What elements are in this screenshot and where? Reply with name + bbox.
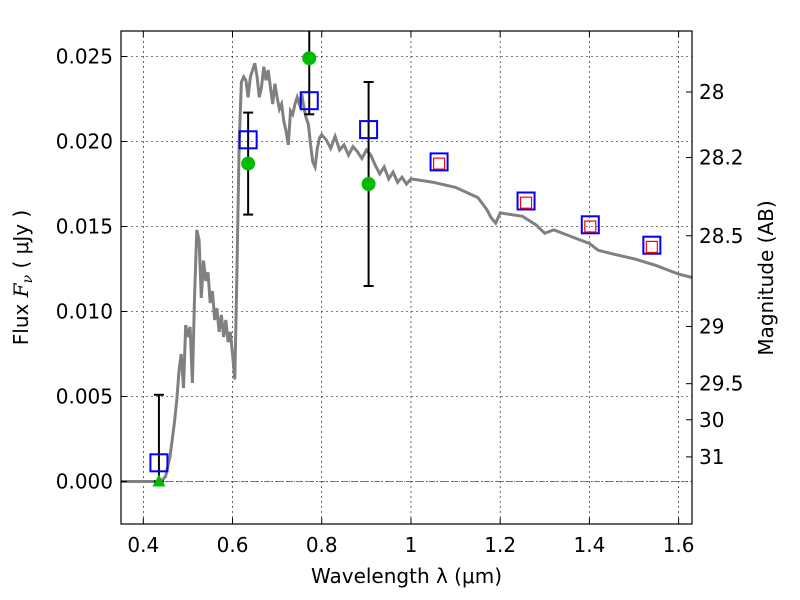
magnitude-tick-label: 30 <box>699 408 724 432</box>
predicted-flux-square <box>519 196 533 209</box>
model-photometry-square <box>359 120 379 140</box>
observed-flux-point <box>361 177 376 191</box>
model-photometry-square <box>149 453 169 473</box>
model-spectrum-line <box>121 62 693 483</box>
y-tick-label: 0.025 <box>56 45 113 69</box>
x-tick-label: 0.4 <box>127 533 159 557</box>
plot-frame <box>120 30 693 525</box>
upper-limit-triangle <box>152 474 166 487</box>
y-tick-label: 0.005 <box>56 385 113 409</box>
magnitude-tick-label: 29 <box>699 314 724 338</box>
magnitude-tick-label: 28.5 <box>699 224 744 248</box>
magnitude-axis-label: Magnitude (AB) <box>754 200 778 355</box>
x-axis-label: Wavelength λ (μm) <box>311 564 502 588</box>
y-axis-label-subscript: ν <box>20 274 36 283</box>
x-tick-label: 1.2 <box>484 533 516 557</box>
y-axis-label: Flux Fν ( μJy ) <box>9 210 36 345</box>
model-photometry-square <box>238 130 258 150</box>
magnitude-tick-label: 28 <box>699 80 724 104</box>
predicted-flux-square <box>432 157 446 170</box>
x-tick-label: 0.6 <box>217 533 249 557</box>
model-photometry-square <box>642 235 662 255</box>
y-tick-label: 0.015 <box>56 215 113 239</box>
predicted-flux-square <box>645 240 658 253</box>
magnitude-tick-label: 31 <box>699 445 724 469</box>
magnitude-tick-label: 28.2 <box>699 146 744 170</box>
y-tick-label: 0.010 <box>56 300 113 324</box>
observed-flux-point <box>302 51 317 66</box>
y-axis-label-suffix: ( μJy ) <box>9 210 33 275</box>
model-photometry-square <box>429 152 449 172</box>
y-axis-label-prefix: Flux <box>9 297 33 345</box>
magnitude-tick-label: 29.5 <box>699 372 744 396</box>
axis-ticks: 0.4 0.6 0.8 1 1.2 1.4 1.6 0.000 0.005 0.010 0.015 0… <box>56 31 744 557</box>
model-photometry-square <box>516 191 536 211</box>
y-tick-label: 0.000 <box>56 470 113 494</box>
y-axis-label-symbol: F <box>9 282 33 298</box>
x-tick-label: 1.6 <box>663 533 695 557</box>
x-tick-label: 0.8 <box>306 533 338 557</box>
observed-flux-point <box>241 156 256 171</box>
predicted-flux-square <box>584 220 597 233</box>
x-tick-label: 1.4 <box>573 533 605 557</box>
y-tick-label: 0.020 <box>56 130 113 154</box>
model-photometry-square <box>580 215 600 235</box>
data-markers <box>149 31 662 487</box>
x-tick-label: 1 <box>405 533 418 557</box>
model-photometry-square <box>299 91 319 111</box>
